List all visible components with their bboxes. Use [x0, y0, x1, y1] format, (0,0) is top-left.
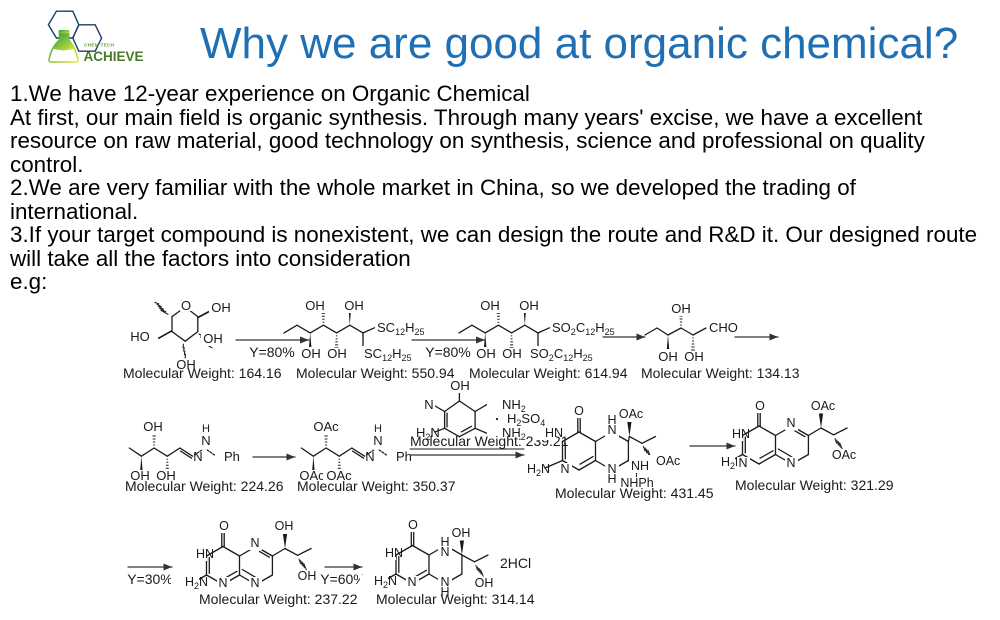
svg-text:Molecular Weight: 134.13: Molecular Weight: 134.13: [641, 365, 800, 381]
svg-text:N: N: [738, 456, 747, 470]
svg-text:OH: OH: [450, 378, 470, 393]
svg-text:Molecular Weight: 237.22: Molecular Weight: 237.22: [199, 591, 358, 607]
svg-text:OH: OH: [298, 569, 317, 583]
svg-text:Molecular Weight: 431.45: Molecular Weight: 431.45: [555, 485, 714, 501]
svg-text:OH: OH: [143, 419, 163, 434]
svg-text:OH: OH: [203, 331, 223, 346]
svg-text:OH: OH: [305, 298, 325, 313]
svg-text:OH: OH: [452, 526, 471, 540]
svg-text:H2SO4: H2SO4: [507, 411, 545, 428]
svg-text:OH: OH: [475, 576, 494, 590]
svg-text:O: O: [181, 298, 191, 313]
svg-text:N: N: [407, 575, 416, 589]
svg-text:Ph: Ph: [224, 449, 240, 464]
svg-text:N: N: [373, 433, 382, 448]
svg-text:N: N: [365, 449, 374, 464]
svg-text:Molecular Weight: 321.29: Molecular Weight: 321.29: [735, 477, 894, 493]
svg-text:N: N: [250, 576, 259, 590]
svg-text:HN: HN: [385, 546, 403, 560]
svg-text:Molecular Weight: 164.16: Molecular Weight: 164.16: [123, 365, 282, 381]
svg-text:N: N: [786, 456, 795, 470]
svg-text:OH: OH: [327, 346, 347, 361]
svg-text:Ph: Ph: [396, 449, 412, 464]
svg-text:H: H: [374, 423, 382, 435]
svg-text:SO2C12H25: SO2C12H25: [552, 320, 615, 337]
svg-text:N: N: [607, 423, 616, 437]
svg-text:SC12H25: SC12H25: [377, 320, 424, 337]
svg-text:OH: OH: [275, 519, 294, 533]
svg-text:N: N: [250, 536, 259, 550]
svg-text:OH: OH: [301, 346, 321, 361]
svg-text:O: O: [219, 519, 229, 533]
svg-text:OAc: OAc: [832, 448, 856, 462]
svg-text:N: N: [440, 545, 449, 559]
svg-text:HN: HN: [732, 427, 750, 441]
svg-text:OAc: OAc: [811, 399, 835, 413]
svg-text:Y=30%: Y=30%: [127, 571, 173, 587]
svg-text:O: O: [755, 399, 765, 413]
svg-text:H: H: [607, 472, 616, 486]
svg-text:N: N: [786, 416, 795, 430]
svg-text:OH: OH: [480, 298, 500, 313]
svg-text:Y=60%: Y=60%: [320, 571, 366, 587]
svg-text:N: N: [201, 433, 210, 448]
svg-text:OH: OH: [519, 298, 539, 313]
svg-text:OH: OH: [684, 349, 704, 364]
svg-text:Molecular Weight: 550.94: Molecular Weight: 550.94: [296, 365, 455, 381]
svg-text:NH: NH: [631, 459, 649, 473]
svg-text:SC12H25: SC12H25: [364, 346, 411, 363]
svg-text:HO: HO: [130, 329, 150, 344]
svg-text:OH: OH: [211, 300, 231, 315]
svg-text:Y=80%: Y=80%: [249, 344, 295, 360]
svg-text:Molecular Weight: 224.26: Molecular Weight: 224.26: [125, 478, 284, 494]
svg-text:O: O: [574, 404, 584, 418]
svg-text:OH: OH: [476, 346, 496, 361]
svg-text:OH: OH: [671, 301, 691, 316]
svg-text:HN: HN: [196, 547, 214, 561]
svg-text:Molecular Weight: 314.14: Molecular Weight: 314.14: [376, 591, 535, 607]
svg-text:N: N: [218, 576, 227, 590]
svg-text:N: N: [424, 397, 433, 412]
svg-text:Molecular Weight: 350.37: Molecular Weight: 350.37: [297, 478, 456, 494]
svg-text:Molecular Weight: 614.94: Molecular Weight: 614.94: [469, 365, 628, 381]
svg-text:OH: OH: [658, 349, 678, 364]
svg-text:N: N: [193, 449, 202, 464]
svg-text:OAc: OAc: [619, 407, 643, 421]
svg-text:CHO: CHO: [709, 320, 738, 335]
svg-text:OAc: OAc: [656, 454, 680, 468]
svg-text:OAc: OAc: [313, 419, 339, 434]
svg-text:O: O: [408, 518, 418, 532]
svg-text:OH: OH: [344, 298, 364, 313]
svg-text:H: H: [202, 423, 210, 435]
svg-text:2HCl: 2HCl: [500, 555, 531, 571]
svg-text:N: N: [560, 462, 569, 476]
svg-text:Y=80%: Y=80%: [425, 344, 471, 360]
svg-text:HN: HN: [545, 426, 563, 440]
svg-text:OH: OH: [502, 346, 522, 361]
svg-text:SO2C12H25: SO2C12H25: [530, 346, 593, 363]
